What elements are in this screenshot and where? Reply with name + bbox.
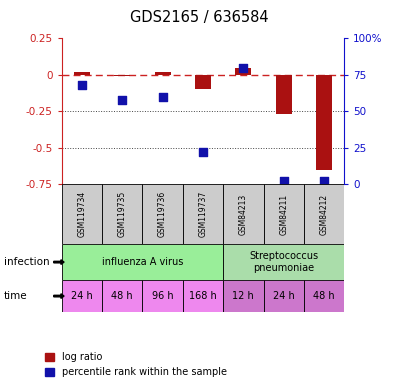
FancyBboxPatch shape <box>223 280 263 312</box>
Bar <box>154 72 171 75</box>
Text: GSM119736: GSM119736 <box>158 191 167 237</box>
Legend: log ratio, percentile rank within the sample: log ratio, percentile rank within the sa… <box>45 353 227 377</box>
FancyBboxPatch shape <box>223 244 344 280</box>
Text: GSM119735: GSM119735 <box>118 191 127 237</box>
Point <box>240 65 246 71</box>
Point <box>281 178 287 184</box>
Text: 96 h: 96 h <box>152 291 174 301</box>
Text: GSM119734: GSM119734 <box>77 191 86 237</box>
Text: GSM119737: GSM119737 <box>199 191 207 237</box>
FancyBboxPatch shape <box>102 280 142 312</box>
FancyBboxPatch shape <box>304 184 344 244</box>
Text: 48 h: 48 h <box>313 291 335 301</box>
Text: 24 h: 24 h <box>71 291 93 301</box>
Bar <box>316 75 332 170</box>
FancyBboxPatch shape <box>62 184 102 244</box>
FancyBboxPatch shape <box>62 244 223 280</box>
Text: 48 h: 48 h <box>111 291 133 301</box>
Bar <box>235 68 252 75</box>
FancyBboxPatch shape <box>183 280 223 312</box>
Text: GSM84211: GSM84211 <box>279 194 288 235</box>
Bar <box>74 72 90 75</box>
Text: infection: infection <box>4 257 50 267</box>
FancyBboxPatch shape <box>62 280 102 312</box>
Bar <box>195 75 211 89</box>
FancyBboxPatch shape <box>142 184 183 244</box>
Point <box>321 178 327 184</box>
Text: GSM84212: GSM84212 <box>320 194 329 235</box>
Point <box>200 149 206 155</box>
Bar <box>114 75 130 76</box>
FancyBboxPatch shape <box>223 184 263 244</box>
Point <box>79 82 85 88</box>
Text: Streptococcus
pneumoniae: Streptococcus pneumoniae <box>249 251 318 273</box>
FancyBboxPatch shape <box>183 184 223 244</box>
Point <box>119 97 125 103</box>
FancyBboxPatch shape <box>263 280 304 312</box>
Bar <box>276 75 292 114</box>
Text: 12 h: 12 h <box>232 291 254 301</box>
Text: influenza A virus: influenza A virus <box>102 257 183 267</box>
Text: GSM84213: GSM84213 <box>239 194 248 235</box>
FancyBboxPatch shape <box>102 184 142 244</box>
Text: 168 h: 168 h <box>189 291 217 301</box>
Text: time: time <box>4 291 27 301</box>
FancyBboxPatch shape <box>142 280 183 312</box>
Point <box>160 94 166 100</box>
FancyBboxPatch shape <box>304 280 344 312</box>
Text: GDS2165 / 636584: GDS2165 / 636584 <box>130 10 268 25</box>
Text: 24 h: 24 h <box>273 291 295 301</box>
FancyBboxPatch shape <box>263 184 304 244</box>
